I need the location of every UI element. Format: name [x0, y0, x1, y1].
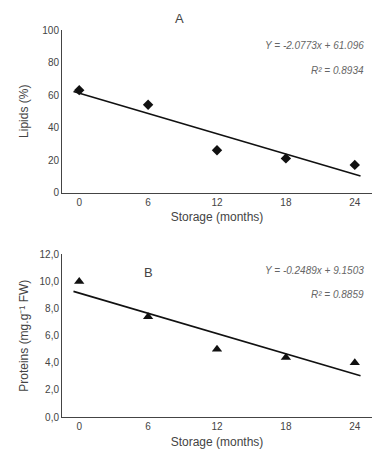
svg-text:12: 12: [211, 421, 223, 432]
svg-text:6,0: 6,0: [45, 330, 59, 341]
svg-text:Storage (months): Storage (months): [171, 435, 264, 449]
svg-text:18: 18: [280, 197, 292, 208]
svg-text:Lipids (%): Lipids (%): [17, 85, 31, 138]
svg-text:Y = -0.2489x + 9.1503: Y = -0.2489x + 9.1503: [265, 265, 364, 276]
svg-text:100: 100: [42, 25, 59, 36]
svg-text:80: 80: [48, 57, 60, 68]
svg-text:8,0: 8,0: [45, 303, 59, 314]
svg-text:Y = -2.0773x + 61.096: Y = -2.0773x + 61.096: [265, 40, 364, 51]
svg-text:18: 18: [280, 421, 292, 432]
svg-text:0: 0: [76, 197, 82, 208]
svg-text:60: 60: [48, 90, 60, 101]
svg-text:R² = 0.8934: R² = 0.8934: [311, 65, 364, 76]
svg-text:12,0: 12,0: [40, 249, 60, 260]
svg-text:12: 12: [211, 197, 223, 208]
svg-text:24: 24: [349, 197, 361, 208]
svg-text:R² = 0.8859: R² = 0.8859: [311, 289, 364, 300]
svg-text:0: 0: [53, 187, 59, 198]
svg-text:B: B: [144, 265, 153, 280]
svg-text:4,0: 4,0: [45, 357, 59, 368]
svg-text:Proteins (mg.g⁻¹ FW): Proteins (mg.g⁻¹ FW): [17, 280, 31, 392]
svg-text:Storage (months): Storage (months): [171, 210, 264, 224]
svg-text:6: 6: [145, 197, 151, 208]
svg-text:24: 24: [349, 421, 361, 432]
svg-text:40: 40: [48, 122, 60, 133]
svg-text:20: 20: [48, 155, 60, 166]
svg-text:6: 6: [145, 421, 151, 432]
svg-text:0: 0: [76, 421, 82, 432]
svg-text:0,0: 0,0: [45, 412, 59, 423]
svg-text:2,0: 2,0: [45, 384, 59, 395]
svg-text:10,0: 10,0: [40, 276, 60, 287]
svg-text:A: A: [175, 11, 184, 26]
